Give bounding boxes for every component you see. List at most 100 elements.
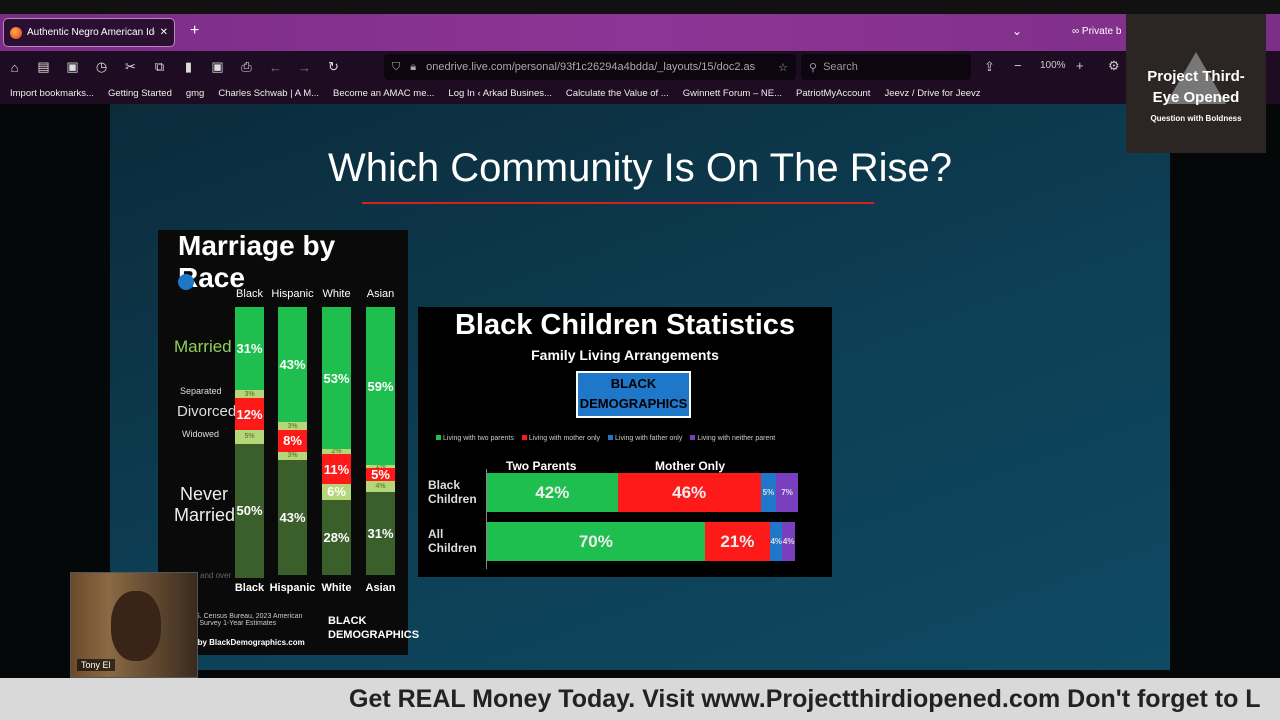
zoom-level[interactable]: 100% — [1040, 60, 1066, 71]
bookmark-item[interactable]: Log In ‹ Arkad Busines... — [448, 88, 552, 99]
settings-gear-icon[interactable]: ⚙ — [1108, 58, 1120, 73]
save-icon[interactable]: ⇪ — [984, 59, 995, 74]
bookmark-item[interactable]: Become an AMAC me... — [333, 88, 435, 99]
brand-logo: BLACK DEMOGRAPHICS — [328, 615, 420, 641]
bar-segment-widowed: 3% — [278, 451, 307, 460]
bar-segment-widowed: 4% — [366, 481, 395, 492]
sidebar-icon[interactable]: ▤ — [37, 59, 50, 74]
nav-toolbar: ⌂ ▤ ▣ ◷ ✂ ⧉ ▮ ▣ ⎙ ← → ↻ ⛉ 🔒︎ onedrive.live.com/person… — [0, 51, 1280, 83]
tab-active[interactable]: Authentic Negro American Iden ✕ — [3, 18, 175, 47]
title-underline — [362, 202, 874, 204]
children-chart-subtitle: Family Living Arrangements — [531, 347, 719, 363]
zoom-in-button[interactable]: + — [1076, 58, 1084, 73]
legend-item: Living with father only — [608, 435, 682, 442]
bookmark-item[interactable]: Charles Schwab | A M... — [218, 88, 320, 99]
category-label-bottom: Asian — [365, 582, 396, 594]
title-bar — [0, 0, 1280, 14]
bar-segment-married: 53% — [322, 307, 351, 450]
label-never-married: Never Married — [174, 484, 236, 525]
forward-icon[interactable]: → — [298, 59, 311, 75]
overlay-title: Project Third-Eye Opened — [1147, 68, 1245, 106]
webcam-feed: Tony El — [70, 572, 198, 678]
back-icon[interactable]: ← — [269, 59, 282, 75]
row-label: All Children — [428, 527, 477, 555]
bookmark-item[interactable]: Jeevz / Drive for Jeevz — [884, 88, 981, 99]
url-bar[interactable]: ⛉ 🔒︎ onedrive.live.com/personal/93f1c26294… — [384, 54, 796, 80]
bar-segment-living-with-two-parents: 70% — [487, 522, 705, 561]
cut-icon[interactable]: ✂ — [125, 59, 136, 74]
category-label-top: Hispanic — [271, 288, 314, 300]
label-divorced: Divorced — [177, 403, 237, 420]
bookmark-star-icon[interactable]: ☆ — [778, 61, 788, 74]
url-text: onedrive.live.com/personal/93f1c26294a4b… — [426, 61, 756, 73]
presenter-face — [111, 591, 161, 661]
column-label-two-parents: Two Parents — [506, 459, 577, 473]
bookmark-item[interactable]: PatriotMyAccount — [796, 88, 871, 99]
lock-icon: 🔒︎ — [410, 60, 417, 73]
children-chart-title: Black Children Statistics — [454, 309, 796, 341]
legend-item: Living with mother only — [521, 435, 600, 442]
shield-icon: ⛉ — [392, 60, 401, 73]
bar-segment-divorced: 11% — [322, 454, 351, 484]
history-icon[interactable]: ◷ — [95, 59, 108, 74]
column-label-mother-only: Mother Only — [655, 459, 726, 473]
bar-segment-living-with-mother-only: 21% — [704, 522, 770, 561]
category-label-top: Asian — [366, 288, 395, 300]
search-input[interactable]: ⚲ Search — [801, 54, 971, 80]
home-icon[interactable]: ⌂ — [10, 59, 19, 75]
tab-list-chevron-icon[interactable]: ⌄ — [1012, 24, 1023, 38]
category-label-bottom: Hispanic — [269, 582, 316, 594]
overlay-subtitle: Question with Boldness — [1150, 114, 1242, 123]
zoom-out-button[interactable]: − — [1014, 58, 1022, 73]
channel-logo-overlay: Project Third-Eye Opened Question with B… — [1126, 14, 1266, 153]
close-tab-icon[interactable]: ✕ — [159, 27, 168, 38]
marriage-chart-title: Marriage by Race — [178, 230, 336, 293]
webcam-name: Tony El — [77, 659, 115, 671]
bookmark-item[interactable]: Getting Started — [107, 88, 172, 99]
bar-segment-living-with-neither-parent: 4% — [782, 522, 795, 561]
open-file-icon[interactable]: ▣ — [211, 59, 224, 74]
bookmark-item[interactable]: Gwinnett Forum – NE... — [682, 88, 782, 99]
bookmark-item[interactable]: gmg — [185, 88, 205, 99]
bar-segment-never-married: 28% — [322, 499, 351, 575]
footnote: and over — [200, 571, 232, 580]
ticker-banner: Get REAL Money Today. Visit www.Projectt… — [0, 678, 1280, 720]
bar-segment-living-with-two-parents: 42% — [487, 473, 618, 512]
reload-icon[interactable]: ↻ — [328, 59, 339, 74]
paste-icon[interactable]: ▮ — [184, 59, 193, 74]
legend-item: Living with neither parent — [690, 435, 775, 442]
bookmark-item[interactable]: Calculate the Value of ... — [565, 88, 669, 99]
category-label-bottom: White — [321, 582, 352, 594]
label-separated: Separated — [180, 386, 222, 396]
bar-segment-divorced: 8% — [278, 430, 307, 452]
bar-segment-never-married: 43% — [278, 459, 307, 575]
bar-segment-separated: 3% — [278, 422, 307, 431]
bar-segment-married: 31% — [235, 307, 264, 391]
tab-title: Authentic Negro American Iden — [27, 27, 155, 38]
triangle-eye-icon — [1166, 52, 1226, 104]
bar-segment-never-married: 50% — [235, 443, 264, 578]
bar-segment-married: 43% — [278, 307, 307, 423]
new-tab-button[interactable]: + — [190, 22, 200, 39]
bar-segment-separated: 2% — [322, 449, 351, 455]
brand-logo: BLACK DEMOGRAPHICS — [576, 371, 691, 418]
powered-by: Powered by BlackDemographics.com — [162, 638, 305, 647]
bookmark-item[interactable]: Import bookmarks... — [10, 88, 94, 99]
copy-icon[interactable]: ⧉ — [154, 59, 165, 74]
bookmarks-bar: Import bookmarks... Getting Started gmg Cha… — [0, 83, 1280, 104]
row-label: Black Children — [428, 478, 477, 506]
bar-segment-separated: 1% — [366, 465, 395, 468]
print-icon[interactable]: ⎙ — [241, 59, 252, 74]
bar-segment-separated: 3% — [235, 390, 264, 399]
children-chart: Black Children Statistics Family Living … — [418, 307, 832, 577]
bar-segment-divorced: 12% — [235, 398, 264, 431]
slide-title: Which Community Is On The Rise? — [328, 146, 952, 190]
bar-segment-divorced: 5% — [366, 467, 395, 482]
bar-segment-living-with-father-only: 5% — [760, 473, 777, 512]
bar-segment-married: 59% — [366, 307, 395, 466]
category-label-bottom: Black — [234, 582, 265, 594]
bar-segment-living-with-neither-parent: 7% — [776, 473, 798, 512]
marriage-chart: Marriage by Race Married Separated Divor… — [158, 230, 420, 655]
firefox-icon — [10, 26, 22, 39]
folder-icon[interactable]: ▣ — [66, 59, 79, 74]
